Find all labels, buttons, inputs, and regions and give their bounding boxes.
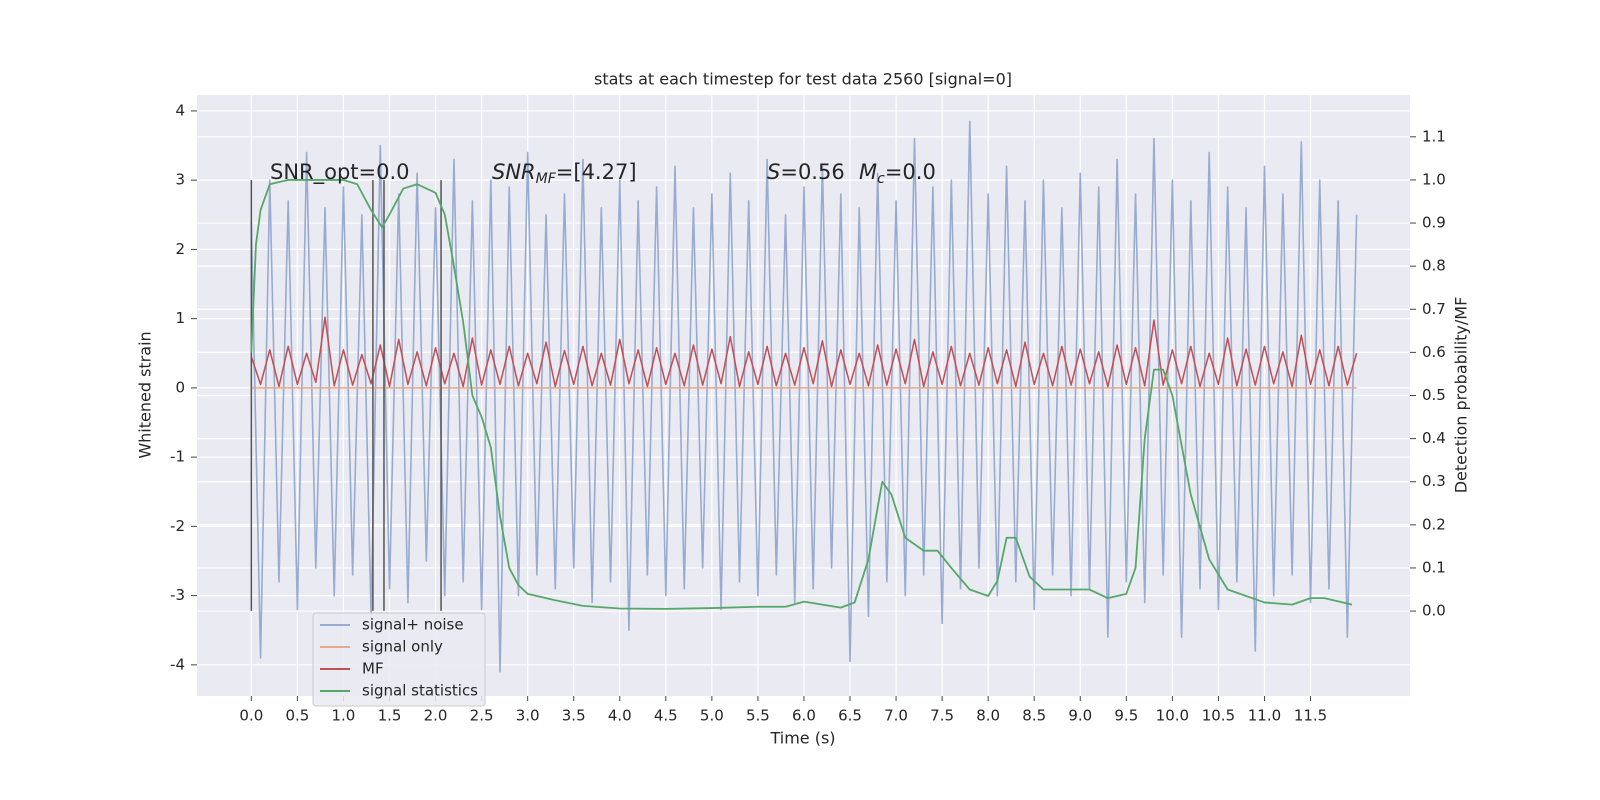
legend-label: signal+ noise	[362, 616, 464, 634]
y-tick-label: -3	[170, 586, 185, 604]
annotation: SNR_opt=0.0	[270, 160, 410, 185]
x-tick-label: 3.5	[562, 707, 586, 725]
series-line	[250, 179, 1353, 610]
x-tick-label: 3.0	[516, 707, 540, 725]
legend-label: signal only	[362, 638, 443, 656]
annotation-part: SNR_opt=0.0	[270, 160, 410, 185]
annotation-part: MF	[536, 171, 557, 187]
x-tick-label: 4.5	[654, 707, 678, 725]
x-tick-label: 7.5	[930, 707, 954, 725]
x-tick-label: 10.5	[1202, 707, 1235, 725]
legend-label: signal statistics	[362, 682, 478, 700]
annotation-part: =0.0	[885, 160, 936, 184]
series-line	[250, 316, 1358, 388]
x-tick-label: 5.0	[700, 707, 724, 725]
y2-tick-label: 0.1	[1422, 558, 1446, 576]
x-tick-label: 5.5	[746, 707, 770, 725]
y2-tick-label: 0.4	[1422, 429, 1446, 447]
y-tick-label: 3	[175, 171, 185, 189]
y-tick-label: 1	[175, 309, 185, 327]
x-tick-label: 9.5	[1114, 707, 1138, 725]
x-tick-label: 6.0	[792, 707, 816, 725]
x-tick-label: 0.0	[239, 707, 263, 725]
x-tick-label: 6.5	[838, 707, 862, 725]
y2-tick-label: 0.3	[1422, 472, 1446, 490]
y2-tick-label: 1.1	[1422, 127, 1446, 145]
y2-tick-label: 0.2	[1422, 515, 1446, 533]
x-tick-label: 0.5	[285, 707, 309, 725]
y-tick-label: -2	[170, 517, 185, 535]
x-tick-label: 11.0	[1248, 707, 1281, 725]
y-tick-label: 4	[175, 101, 185, 119]
y-tick-label: 2	[175, 240, 185, 258]
x-tick-label: 4.0	[608, 707, 632, 725]
annotation: S=0.56	[767, 160, 845, 184]
series-line	[250, 120, 1358, 673]
y-tick-label: 0	[175, 378, 185, 396]
y-axis-label: Whitened strain	[136, 331, 155, 458]
x-tick-label: 7.0	[884, 707, 908, 725]
y2-tick-label: 0.0	[1422, 602, 1446, 620]
x-tick-label: 8.0	[976, 707, 1000, 725]
annotation-part: M	[859, 160, 877, 184]
annotation-part: c	[877, 171, 885, 187]
y2-axis-label: Detection probability/MF	[1452, 297, 1471, 494]
annotation: Mc=0.0	[859, 160, 936, 187]
y2-tick-label: 0.9	[1422, 214, 1446, 232]
y2-tick-label: 0.6	[1422, 343, 1446, 361]
x-tick-label: 8.5	[1022, 707, 1046, 725]
legend-box	[312, 612, 486, 707]
chart-title: stats at each timestep for test data 256…	[594, 70, 1012, 89]
annotation-part: SNR	[492, 160, 536, 184]
x-tick-label: 1.5	[378, 707, 402, 725]
y2-tick-label: 0.8	[1422, 257, 1446, 275]
x-tick-label: 2.5	[470, 707, 494, 725]
x-tick-label: 9.0	[1068, 707, 1092, 725]
annotation-part: =0.56	[780, 160, 844, 184]
x-tick-label: 1.0	[332, 707, 356, 725]
annotation-part: =[4.27]	[556, 160, 637, 184]
y2-tick-label: 1.0	[1422, 170, 1446, 188]
y-tick-label: -1	[170, 448, 185, 466]
y2-tick-label: 0.5	[1422, 386, 1446, 404]
x-tick-label: 10.0	[1156, 707, 1189, 725]
y-tick-label: -4	[170, 655, 185, 673]
x-axis-label: Time (s)	[769, 729, 835, 748]
y2-tick-label: 0.7	[1422, 300, 1446, 318]
x-tick-label: 11.5	[1294, 707, 1327, 725]
annotation-part: S	[767, 160, 780, 184]
x-tick-label: 2.0	[424, 707, 448, 725]
annotation: SNRMF=[4.27]	[492, 160, 637, 187]
legend-label: MF	[362, 660, 384, 678]
